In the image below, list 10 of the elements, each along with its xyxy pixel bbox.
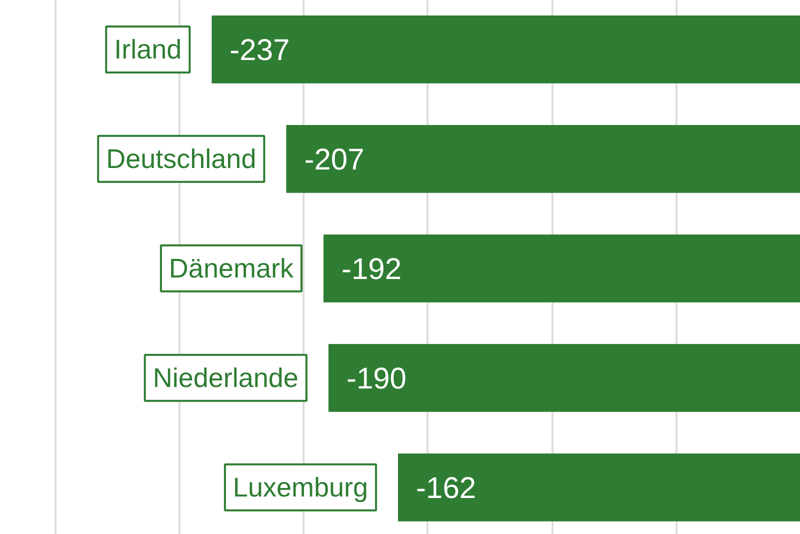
y-tick-label: Irland [114,34,182,64]
data-label: -162 [416,472,476,505]
y-tick-label: Dänemark [168,253,294,284]
y-tick-label: Luxemburg [232,472,368,502]
y-tick-label: Niederlande [152,362,298,393]
data-label: -237 [230,34,290,67]
data-label: -207 [304,143,364,176]
data-label: -190 [346,362,406,396]
data-label: -192 [341,252,402,286]
y-tick-label: Deutschland [106,144,256,174]
